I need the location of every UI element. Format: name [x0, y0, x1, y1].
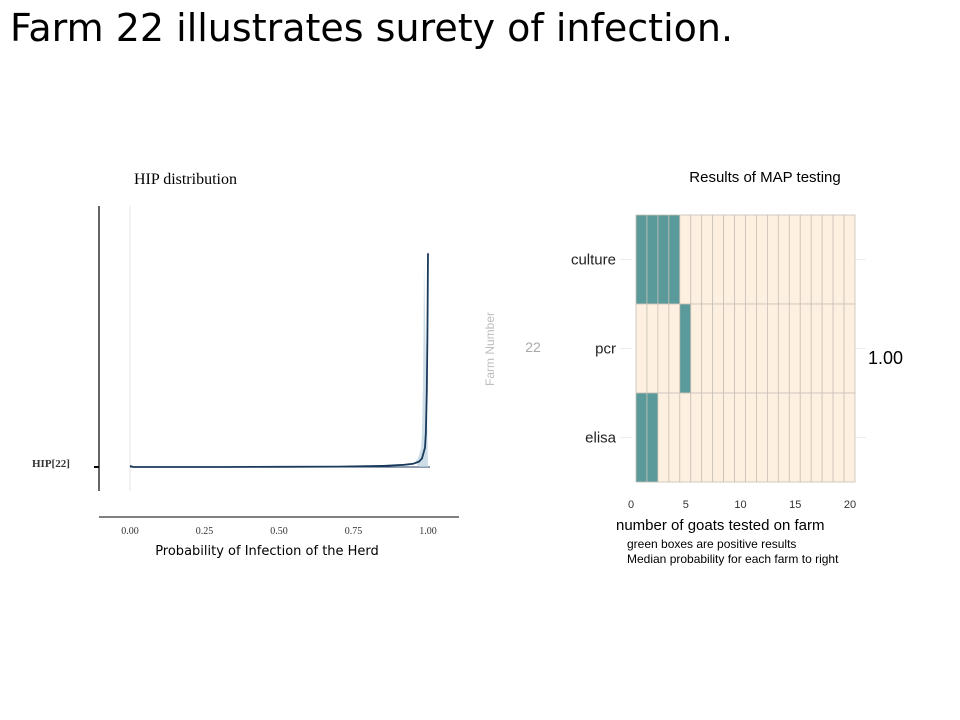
map-x-ticks: 0 5 10 15 20: [628, 499, 856, 511]
map-x-tick-label: 5: [683, 499, 689, 511]
map-cell-negative: [668, 392, 681, 483]
map-cell-negative: [690, 214, 703, 305]
map-cell-negative: [745, 214, 757, 305]
map-cell-negative: [657, 303, 670, 394]
map-row-label: culture: [571, 252, 616, 269]
map-cell-negative: [690, 303, 703, 394]
map-cell-negative: [679, 392, 692, 483]
map-cell-negative: [657, 392, 670, 483]
map-y-axis-label: Farm Number: [483, 312, 497, 386]
map-cell-negative: [701, 214, 714, 305]
map-testing-chart: Results of MAP testing Farm Number 22 cu…: [483, 169, 903, 566]
hip-x-ticks: 0.00 0.25 0.50 0.75 1.00: [121, 526, 437, 537]
map-cell-negative: [734, 214, 746, 305]
map-cell-negative: [832, 214, 845, 305]
map-cell-negative: [767, 392, 779, 483]
map-cell-negative: [723, 392, 735, 483]
map-cell-negative: [734, 303, 746, 394]
map-note-positive: green boxes are positive results: [627, 537, 796, 551]
map-cell-negative: [668, 303, 681, 394]
hip-density-line: [129, 253, 429, 468]
map-cell-positive: [646, 392, 659, 483]
map-x-tick-label: 15: [789, 499, 801, 511]
map-cell-negative: [767, 214, 779, 305]
map-note-median: Median probability for each farm to righ…: [627, 552, 839, 566]
map-cell-positive: [657, 214, 670, 305]
map-x-axis-label: number of goats tested on farm: [616, 517, 824, 534]
map-cell-positive: [646, 214, 659, 305]
map-cell-positive: [668, 214, 681, 305]
map-cell-negative: [756, 392, 768, 483]
map-cell-negative: [832, 303, 845, 394]
map-cell-positive: [635, 392, 648, 483]
map-cell-negative: [810, 214, 823, 305]
map-cell-negative: [832, 392, 845, 483]
map-x-tick-label: 0: [628, 499, 634, 511]
hip-x-tick-label: 0.00: [121, 526, 139, 537]
map-cell-negative: [810, 303, 823, 394]
map-cell-negative: [646, 303, 659, 394]
map-cell-negative: [788, 303, 801, 394]
map-cell-negative: [821, 392, 834, 483]
map-cell-negative: [799, 392, 812, 483]
hip-y-tick-label: HIP[22]: [32, 458, 70, 470]
map-cell-negative: [788, 392, 801, 483]
hip-x-tick-label: 0.25: [196, 526, 214, 537]
map-x-tick-label: 20: [844, 499, 856, 511]
map-cell-negative: [777, 214, 790, 305]
hip-x-axis-label: Probability of Infection of the Herd: [155, 544, 379, 559]
map-cell-negative: [756, 214, 768, 305]
map-cell-negative: [821, 214, 834, 305]
map-cell-negative: [734, 392, 746, 483]
map-cell-negative: [843, 214, 856, 305]
map-group-label: 22: [525, 339, 541, 355]
map-cell-negative: [843, 392, 856, 483]
map-row-labels: culture pcr elisa: [571, 252, 866, 447]
hip-distribution-chart: HIP distribution HIP[22] 0.00 0.25 0.50 0.7…: [32, 171, 459, 559]
map-median-probability: 1.00: [868, 348, 903, 368]
map-cell-negative: [679, 214, 692, 305]
map-cell-negative: [723, 214, 735, 305]
hip-chart-title: HIP distribution: [134, 171, 237, 188]
map-cell-negative: [745, 392, 757, 483]
map-cell-negative: [712, 214, 725, 305]
map-cell-negative: [712, 392, 725, 483]
map-cell-negative: [690, 392, 703, 483]
map-x-tick-label: 10: [734, 499, 746, 511]
map-chart-title: Results of MAP testing: [689, 169, 840, 186]
hip-x-tick-label: 0.50: [270, 526, 288, 537]
map-cell-negative: [788, 214, 801, 305]
map-cell-negative: [756, 303, 768, 394]
map-cell-negative: [701, 303, 714, 394]
map-cell-negative: [745, 303, 757, 394]
map-cell-negative: [777, 392, 790, 483]
map-cell-negative: [723, 303, 735, 394]
map-row-label: pcr: [595, 341, 616, 358]
map-cell-negative: [777, 303, 790, 394]
map-cell-negative: [799, 214, 812, 305]
map-cell-positive: [679, 303, 692, 394]
slide-title: Farm 22 illustrates surety of infection.: [10, 6, 734, 50]
map-cell-negative: [843, 303, 856, 394]
map-cell-negative: [767, 303, 779, 394]
map-cell-negative: [712, 303, 725, 394]
map-row-label: elisa: [585, 430, 617, 447]
map-cell-positive: [635, 214, 648, 305]
hip-density-fill: [415, 259, 428, 467]
map-cell-negative: [635, 303, 648, 394]
map-cell-negative: [810, 392, 823, 483]
map-cell-negative: [701, 392, 714, 483]
map-cell-negative: [821, 303, 834, 394]
hip-x-tick-label: 1.00: [419, 526, 437, 537]
map-cell-negative: [799, 303, 812, 394]
map-result-grid: [635, 214, 856, 483]
hip-x-tick-label: 0.75: [345, 526, 363, 537]
